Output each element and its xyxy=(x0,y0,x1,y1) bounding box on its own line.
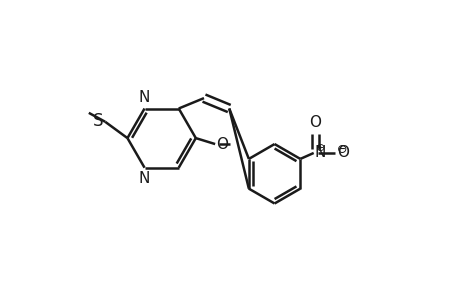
Text: O: O xyxy=(215,137,227,152)
Text: N: N xyxy=(314,145,325,160)
Text: O: O xyxy=(336,146,348,160)
Text: N: N xyxy=(139,171,150,186)
Text: ⊖: ⊖ xyxy=(336,143,347,156)
Text: S: S xyxy=(93,112,103,130)
Text: N: N xyxy=(139,90,150,105)
Text: O: O xyxy=(308,115,320,130)
Text: ⊕: ⊕ xyxy=(315,143,324,153)
